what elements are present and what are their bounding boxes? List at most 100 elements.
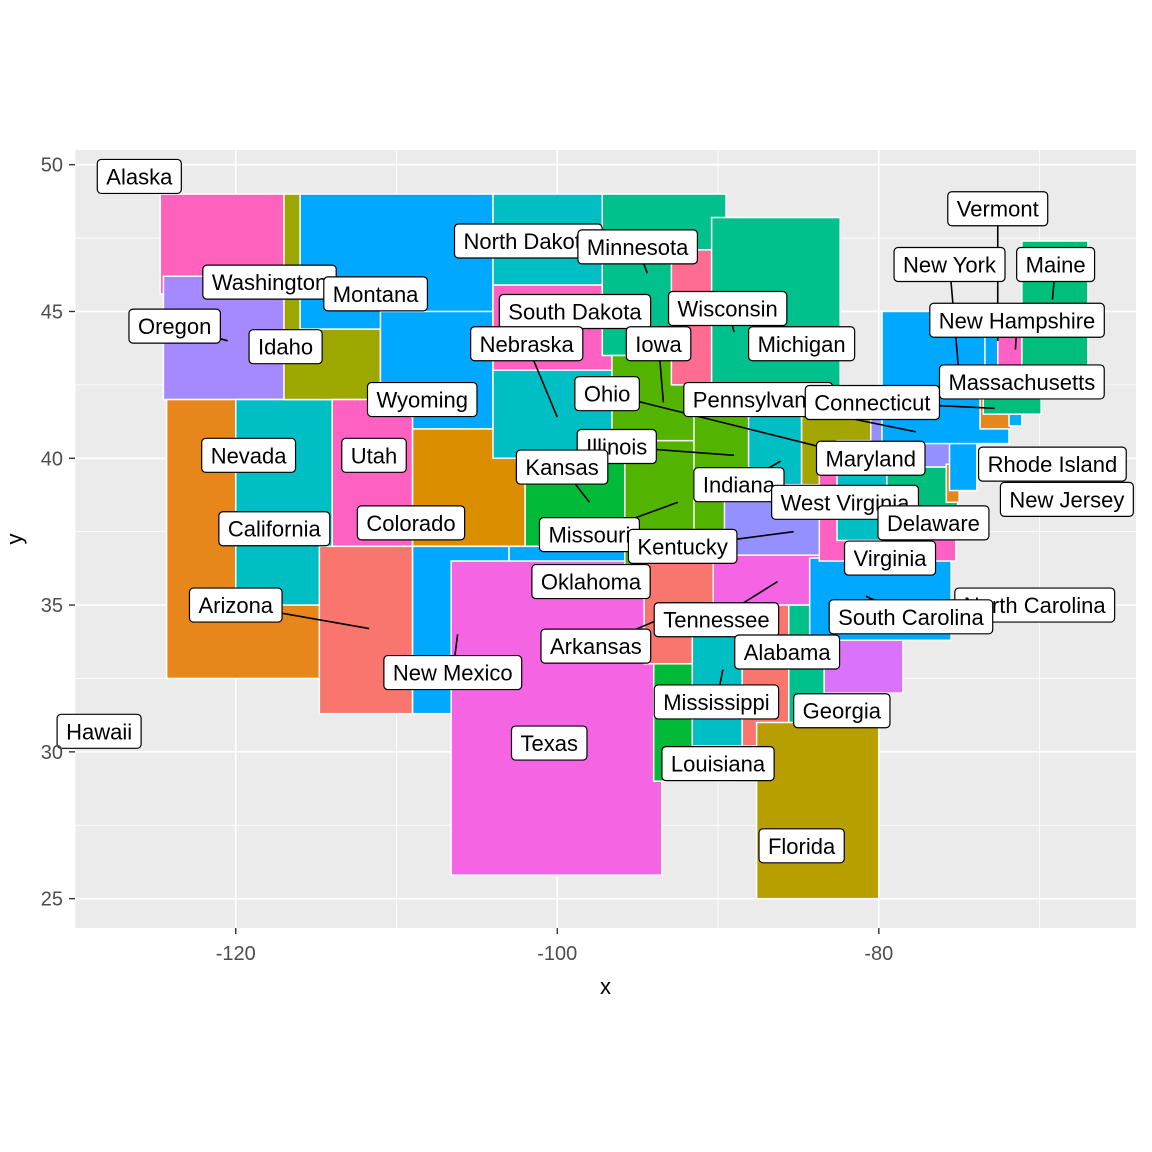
state-label-box (653, 684, 780, 720)
state-label-box (999, 481, 1134, 517)
state-label-box (627, 528, 738, 564)
state-label-text: Michigan (758, 332, 846, 357)
state-label-box (938, 364, 1105, 400)
state-label: New Jersey (999, 481, 1134, 517)
state-label: Alaska (96, 158, 182, 195)
state-label-box (201, 437, 297, 473)
state-label-box (248, 329, 323, 365)
state-label: Delaware (877, 505, 990, 541)
state-label-text: Kansas (525, 455, 598, 480)
state-label-text: Arkansas (550, 634, 642, 659)
y-tick-label: 35 (41, 595, 63, 617)
label-leader-line (606, 392, 831, 451)
state-label-text: Texas (520, 731, 577, 756)
state-label: Rhode Island (977, 446, 1127, 482)
state-label-text: Nebraska (480, 332, 575, 357)
state-label: Missouri (538, 516, 640, 553)
state-label-box (531, 563, 651, 600)
state-label-text: Idaho (258, 335, 313, 360)
state-label-box (661, 745, 775, 782)
y-tick-label: 40 (41, 448, 63, 470)
state-label: New Mexico (383, 654, 523, 691)
state-florida (755, 721, 880, 900)
state-label-box (793, 693, 891, 729)
state-label-text: Missouri (548, 523, 630, 548)
state-label-box (734, 634, 841, 670)
state-label-text: New Jersey (1009, 487, 1124, 512)
y-tick-label: 25 (41, 889, 63, 911)
state-label: New Hampshire (929, 302, 1105, 338)
state-label-box (1016, 246, 1096, 283)
state-label-text: Tennessee (663, 608, 769, 633)
state-label: Oregon (128, 308, 221, 344)
state-label-text: New Hampshire (939, 308, 1096, 333)
state-label-text: Kentucky (637, 534, 728, 559)
state-label: Montana (323, 276, 429, 312)
state-label: Kentucky (627, 528, 738, 564)
state-label-box (188, 587, 283, 623)
state-label: Iowa (625, 326, 692, 362)
state-label-text: Minnesota (587, 235, 689, 260)
state-label: Idaho (248, 329, 323, 365)
state-label-box (510, 725, 588, 761)
state-label: Indiana (693, 467, 785, 503)
state-label: California (218, 511, 331, 547)
state-label-box (515, 449, 609, 485)
state-label: Texas (510, 725, 588, 761)
state-label-text: Hawaii (66, 719, 132, 744)
state-label: Wyoming (366, 381, 478, 418)
state-label-box (366, 381, 478, 418)
state-label-box (877, 505, 990, 541)
state-label: Alabama (734, 634, 841, 670)
state-label-box (758, 828, 845, 864)
state-label-box (383, 654, 523, 691)
state-label: South Carolina (828, 599, 994, 635)
state-label-box (693, 467, 785, 503)
state-label: Tennessee (653, 602, 780, 638)
state-label: Hawaii (56, 713, 142, 749)
state-label-text: Louisiana (671, 752, 766, 777)
state-label-text: Washington (212, 270, 327, 295)
y-tick-label: 50 (41, 155, 63, 177)
state-label-box (323, 276, 429, 312)
state-label-text: Nevada (211, 443, 288, 468)
state-label: Wisconsin (667, 290, 788, 327)
state-label-box (977, 446, 1127, 482)
state-label-box (653, 602, 780, 638)
state-nevada (235, 398, 333, 606)
state-label-box (128, 308, 221, 344)
x-axis: -120 -100 -80 (216, 928, 893, 965)
state-label: Florida (758, 828, 845, 864)
state-label: Pennsylvania (683, 381, 834, 418)
state-label: Michigan (748, 326, 856, 362)
state-label-text: Oklahoma (541, 570, 642, 595)
state-label-text: Massachusetts (948, 370, 1095, 395)
state-label-text: South Carolina (838, 605, 984, 630)
state-label-text: Maryland (826, 446, 916, 471)
state-label: Utah (341, 437, 407, 473)
state-label-text: Alabama (744, 640, 832, 665)
state-label-box (893, 246, 1006, 283)
state-label: Louisiana (661, 745, 775, 782)
state-label-box (748, 326, 856, 362)
state-label-box (667, 290, 788, 327)
y-axis: 25 30 35 40 45 50 (41, 155, 75, 911)
state-label-text: South Dakota (508, 299, 642, 324)
state-label-box (929, 302, 1105, 338)
state-label: Arkansas (540, 628, 652, 664)
state-label-text: Indiana (703, 473, 776, 498)
state-label-box (96, 158, 182, 195)
state-label-text: Wyoming (376, 388, 468, 413)
state-label: Colorado (356, 505, 466, 541)
state-label: New York (893, 246, 1006, 283)
state-label: Connecticut (804, 384, 941, 421)
y-tick-label: 45 (41, 301, 63, 323)
state-label-box (56, 713, 142, 749)
state-label-text: Utah (351, 443, 397, 468)
state-label-text: Maine (1026, 252, 1086, 277)
state-label-text: Ohio (584, 382, 630, 407)
state-label-text: Oregon (138, 314, 211, 339)
state-label-box (625, 326, 692, 362)
state-label-text: Alaska (106, 164, 173, 189)
